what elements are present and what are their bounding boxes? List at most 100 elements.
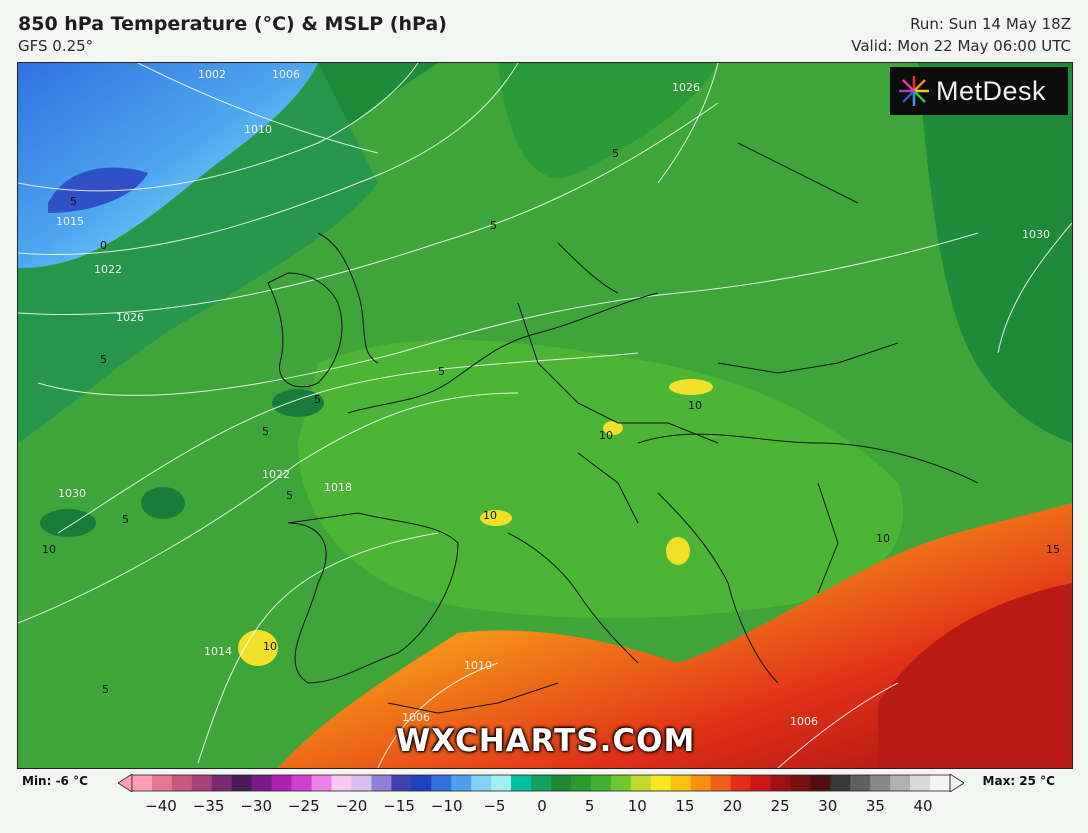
temp-label: 5 [100, 353, 107, 366]
coastlines [267, 142, 979, 714]
colorbar-swatch [890, 775, 911, 791]
colorbar-tick-label: −30 [240, 797, 273, 815]
colorbar-swatch [431, 775, 452, 791]
colorbar-tick-label: 5 [584, 797, 595, 815]
colorbar-swatch [251, 775, 273, 791]
colorbar-swatch [191, 775, 213, 791]
colorbar-swatch [451, 775, 472, 791]
temp-label: 10 [263, 640, 277, 653]
metdesk-logo-icon [899, 76, 929, 106]
colorbar-swatch [870, 775, 891, 791]
colorbar-tick-label: 10 [627, 797, 647, 815]
colorbar-swatch [231, 775, 253, 791]
temp-label: 0 [100, 239, 107, 252]
cool-blob-atlantic-2 [40, 509, 96, 537]
colorbar-swatch [511, 775, 532, 791]
isobars [18, 63, 1072, 768]
watermark: WXCHARTS.COM [396, 723, 696, 759]
colorbar-swatch [670, 775, 692, 791]
colorbar-swatch [351, 775, 372, 791]
colorbar-swatch [132, 775, 153, 791]
isobar-label: 1030 [58, 487, 86, 500]
isobar-label: 1022 [94, 263, 122, 276]
colorbar-tick-label: −20 [335, 797, 368, 815]
colorbar-swatch [550, 775, 572, 791]
chart-title: 850 hPa Temperature (°C) & MSLP (hPa) [18, 13, 447, 35]
isobar-label: 1022 [262, 468, 290, 481]
colorbar-swatch [630, 775, 652, 791]
temp-label: 5 [70, 195, 77, 208]
colorbar-tick-label: 25 [770, 797, 790, 815]
temp-label: 10 [599, 429, 613, 442]
temp-label: 10 [483, 509, 497, 522]
colorbar-swatch [531, 775, 552, 791]
isobar-label: 1014 [204, 645, 232, 658]
colorbar-tick-label: 15 [675, 797, 695, 815]
isobar-label: 1010 [464, 659, 492, 672]
temp-label: 5 [262, 425, 269, 438]
valid-time: Valid: Mon 22 May 06:00 UTC [851, 37, 1071, 55]
warm-blob-austria [603, 421, 623, 435]
colorbar-swatch [910, 775, 931, 791]
colorbar-swatch [271, 775, 293, 791]
temp-label: 15 [1046, 543, 1060, 556]
warm-blob-alps [669, 379, 713, 395]
warm-blob-iberia [238, 630, 278, 666]
colorbar-tick-label: −25 [288, 797, 320, 815]
colorbar-swatch [830, 775, 851, 791]
temp-label: 5 [490, 219, 497, 232]
temp-label: 5 [314, 393, 321, 406]
colorbar-swatch [171, 775, 193, 791]
cool-blob-atlantic-1 [141, 487, 185, 519]
temp-label: 5 [438, 365, 445, 378]
colorbar-tick-label: −5 [483, 797, 506, 815]
colorbar-swatch [570, 775, 592, 791]
colorbar-tick-label: 30 [818, 797, 838, 815]
colorbar-swatch [810, 775, 831, 791]
temp-label: 10 [876, 532, 890, 545]
colorbar-tick-label: −40 [145, 797, 177, 815]
metdesk-logo-text: MetDesk [936, 75, 1047, 106]
warm-core-se [878, 583, 1072, 768]
header-left: 850 hPa Temperature (°C) & MSLP (hPa) GF… [18, 12, 447, 56]
colorbar-swatch [331, 775, 352, 791]
temp-band-ne [918, 63, 1072, 443]
header-right: Run: Sun 14 May 18Z Valid: Mon 22 May 06… [851, 13, 1071, 57]
colorbar-tick-label: −10 [430, 797, 463, 815]
weather-map[interactable]: 1002 1006 1010 1015 1022 1026 1030 1026 … [17, 62, 1073, 769]
temp-label: 5 [122, 513, 129, 526]
map-canvas [18, 63, 1072, 768]
temp-band-central [298, 339, 904, 618]
warm-blob-balkans [666, 537, 690, 565]
isobar-label: 1006 [790, 715, 818, 728]
colorbar-tick-label: −15 [383, 797, 415, 815]
colorbar-swatch [710, 775, 732, 791]
colorbar-swatch [291, 775, 313, 791]
colorbar-outline [131, 774, 951, 792]
temp-label: 5 [612, 147, 619, 160]
temp-label: 10 [688, 399, 702, 412]
isobar-label: 1010 [244, 123, 272, 136]
temp-label: 5 [286, 489, 293, 502]
colorbar-tick-label: −35 [192, 797, 225, 815]
temp-band-n [498, 63, 718, 179]
colorbar-swatch [491, 775, 512, 791]
isobar-label: 1006 [402, 711, 430, 724]
colorbar-swatch [770, 775, 791, 791]
colorbar-swatch [211, 775, 233, 791]
colorbar-swatch [610, 775, 632, 791]
run-time: Run: Sun 14 May 18Z [910, 15, 1071, 33]
isobar-label: 1006 [272, 68, 300, 81]
colorbar-swatch [471, 775, 492, 791]
colorbar-swatch [930, 775, 951, 791]
colorbar-swatch [750, 775, 771, 791]
colorbar-swatch [391, 775, 412, 791]
metdesk-logo: MetDesk [890, 67, 1068, 115]
cold-core [48, 167, 148, 213]
colorbar-swatch [371, 775, 392, 791]
colorbar-ticks: −40 −35 −30 −25 −20 −15 −10 −5 0 5 10 15 20 25 30 35 40 [0, 797, 1088, 819]
colorbar-swatch [151, 775, 173, 791]
colorbar-tick-label: 20 [722, 797, 743, 815]
colorbar-swatch [790, 775, 811, 791]
isobar-label: 1018 [324, 481, 352, 494]
